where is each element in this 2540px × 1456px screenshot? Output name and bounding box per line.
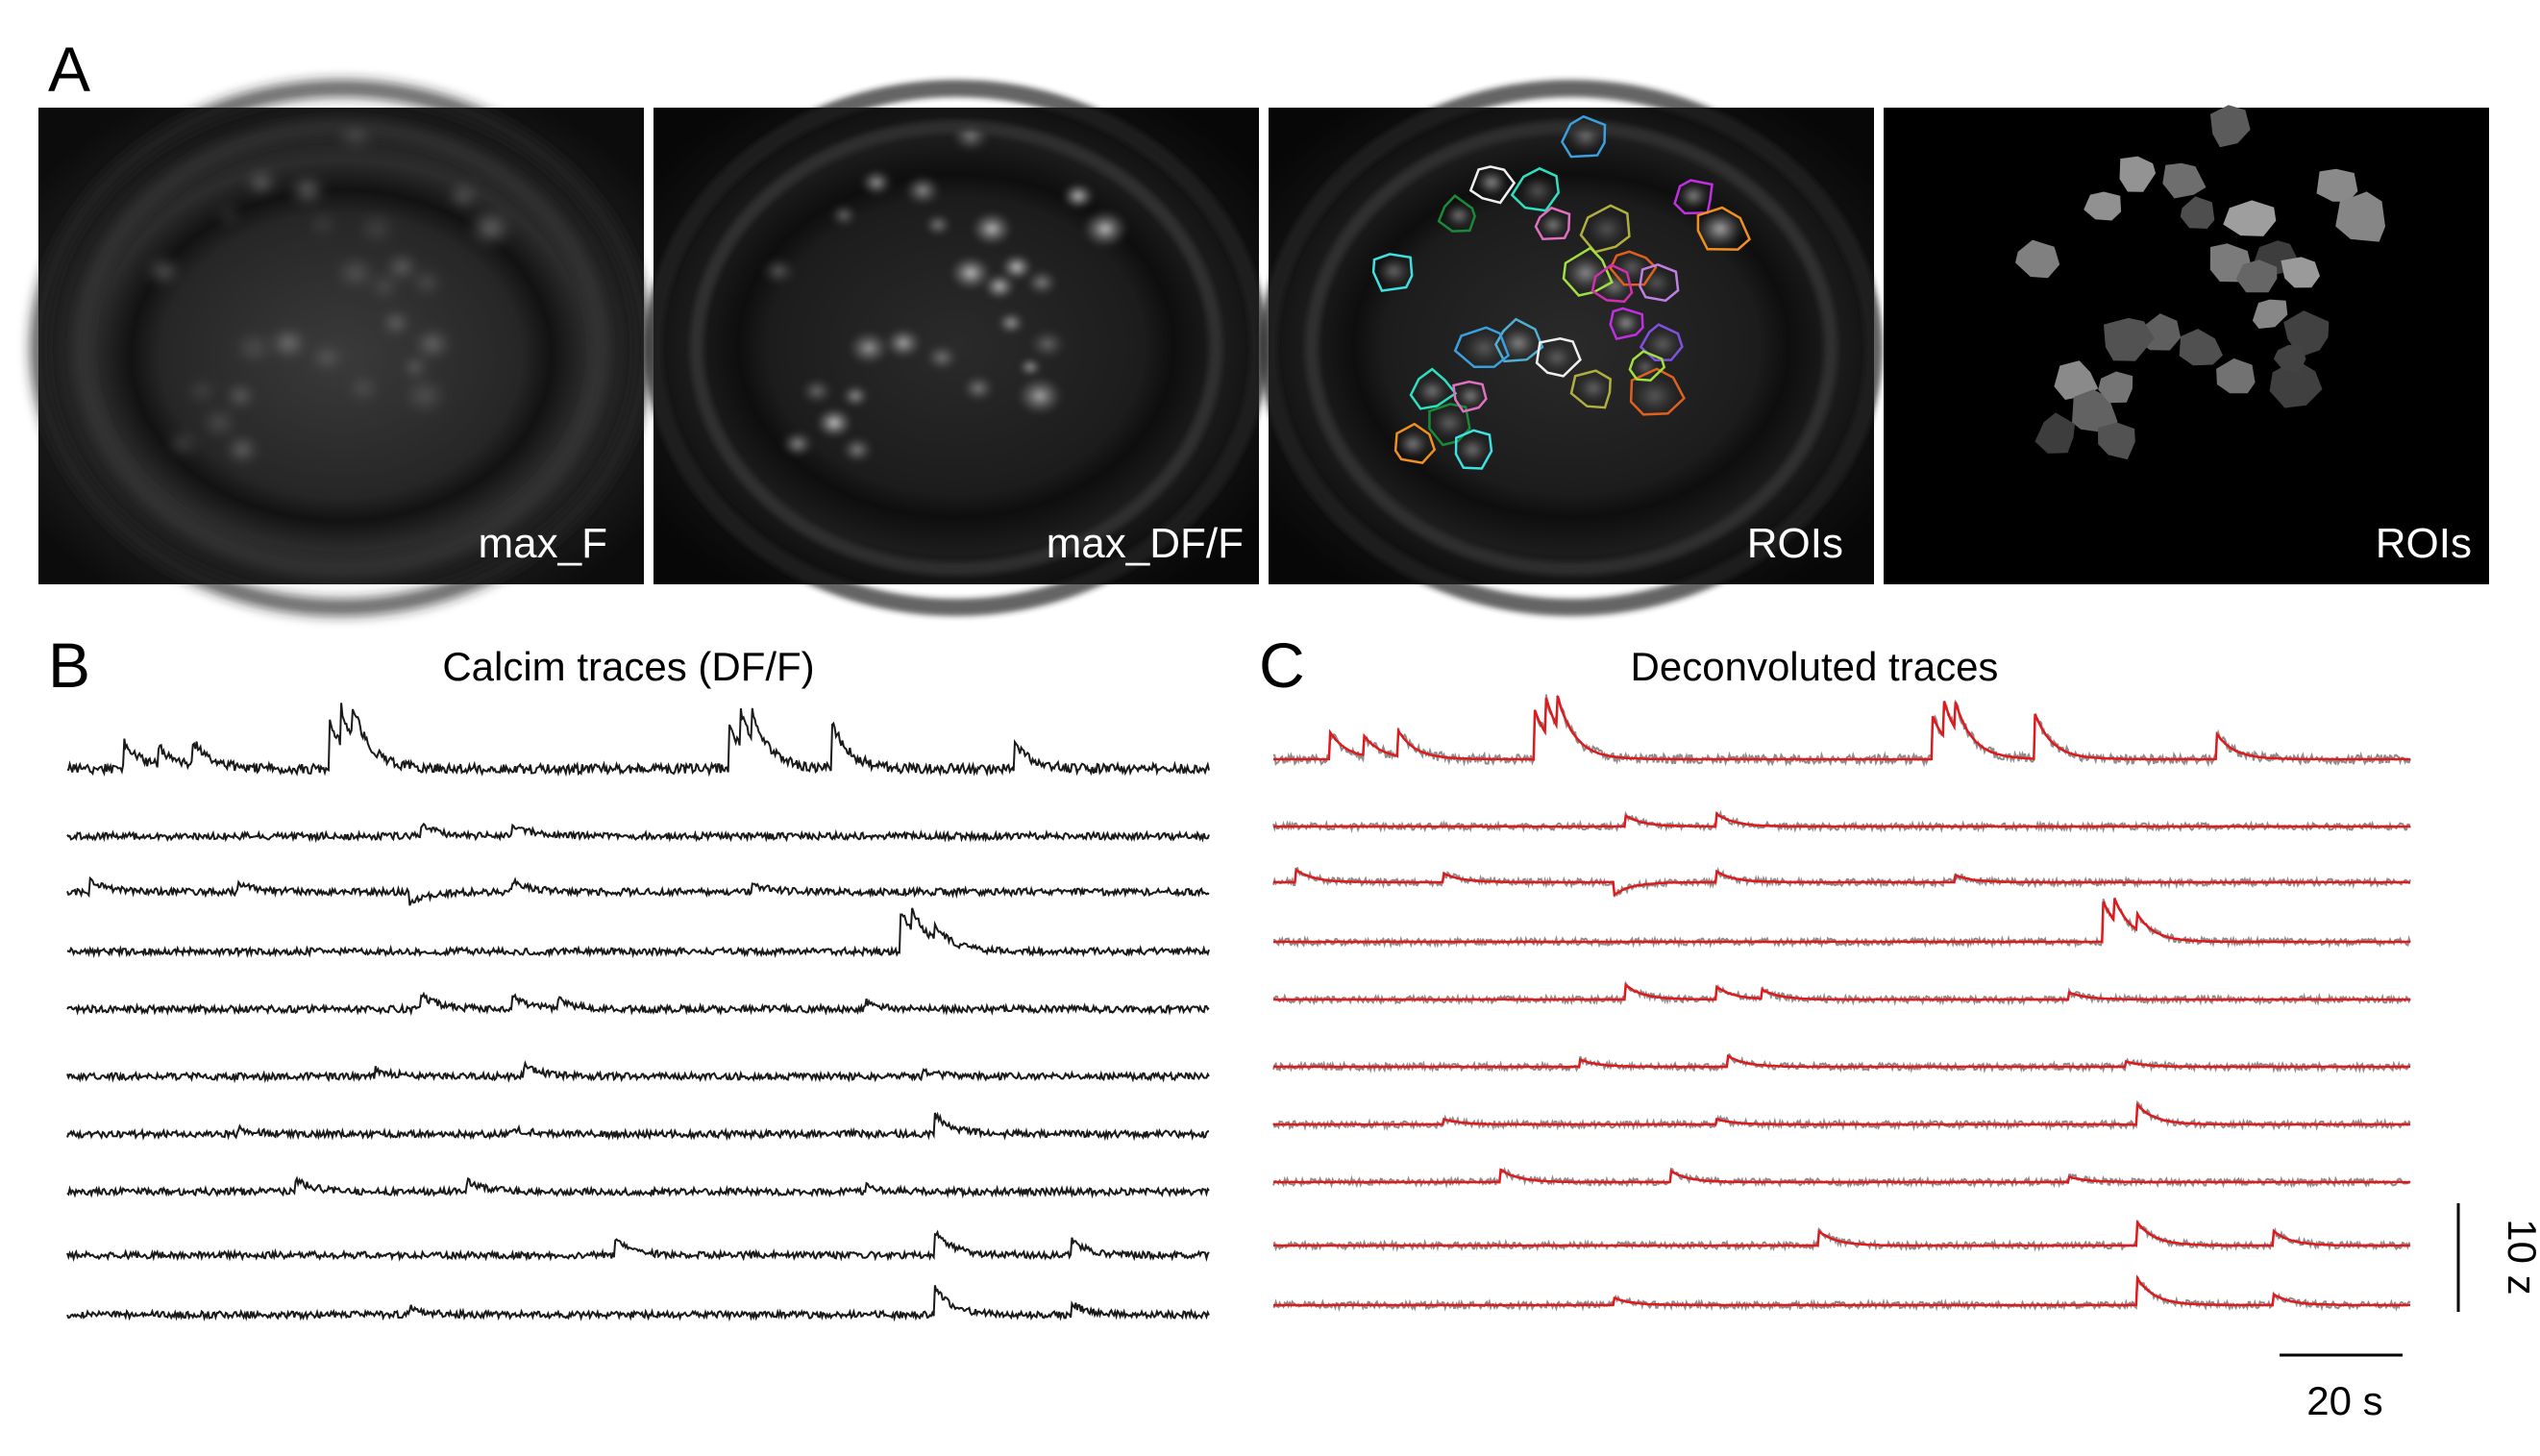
panel-b-title: Calcim traces (DF/F) <box>442 644 814 689</box>
roi-mask-image: ROIs <box>1884 105 2489 584</box>
max-f-image: max_F <box>30 80 653 616</box>
fit-trace-3 <box>1272 867 2411 898</box>
roi-overlay-label: ROIs <box>1747 520 1843 567</box>
raw-trace-4 <box>1272 897 2411 950</box>
deconvoluted-traces <box>1272 694 2411 1313</box>
fit-trace-5 <box>1272 982 2411 1001</box>
calcium-trace-5 <box>66 991 1210 1017</box>
max-dff-label: max_DF/F <box>1047 520 1244 567</box>
vertical-scale-bar: 10 z <box>2456 1203 2540 1312</box>
panel-c-title: Deconvoluted traces <box>1631 644 1999 689</box>
calcium-traces <box>66 703 1210 1322</box>
calcium-trace-7 <box>66 1111 1210 1142</box>
fit-trace-1 <box>1272 695 2410 761</box>
fit-trace-10 <box>1272 1274 2410 1307</box>
calcium-trace-9 <box>66 1229 1210 1263</box>
panel-c-letter: C <box>1259 629 1305 701</box>
fit-trace-7 <box>1272 1102 2411 1126</box>
fit-trace-9 <box>1273 1220 2411 1247</box>
fit-trace-2 <box>1273 811 2411 828</box>
calcium-trace-6 <box>66 1059 1210 1084</box>
raw-trace-10 <box>1272 1275 2411 1313</box>
horizontal-scale-label: 20 s <box>2306 1378 2382 1423</box>
vertical-scale-label: 10 z <box>2500 1219 2540 1295</box>
fit-trace-6 <box>1272 1054 2411 1069</box>
roi-overlay-image: ROIs <box>1260 80 1883 616</box>
max-dff-image: max_DF/F <box>645 80 1268 616</box>
fit-trace-8 <box>1272 1168 2411 1184</box>
roi-mask-label: ROIs <box>2376 520 2472 567</box>
calcium-trace-10 <box>66 1285 1210 1322</box>
calcium-trace-3 <box>66 876 1210 906</box>
panel-a-letter: A <box>48 34 90 105</box>
fit-trace-4 <box>1272 898 2411 944</box>
calcium-trace-1 <box>66 703 1210 777</box>
calcium-trace-4 <box>66 907 1210 959</box>
calcium-trace-2 <box>66 822 1210 844</box>
max-f-label: max_F <box>479 520 607 567</box>
raw-trace-3 <box>1272 866 2411 898</box>
panel-b-letter: B <box>48 629 90 701</box>
calcium-trace-8 <box>66 1175 1210 1199</box>
horizontal-scale-bar: 20 s <box>2280 1353 2403 1423</box>
